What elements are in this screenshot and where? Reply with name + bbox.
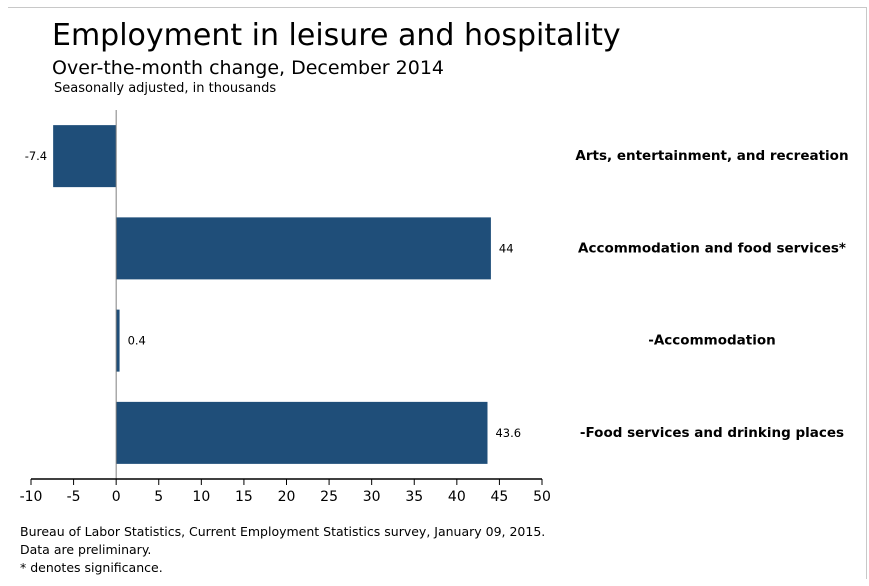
bar [116, 309, 120, 372]
chart-footer: Bureau of Labor Statistics, Current Empl… [20, 523, 545, 577]
x-tick-label: 45 [491, 489, 509, 505]
footer-significance: * denotes significance. [20, 560, 163, 575]
data-label: -7.4 [25, 149, 47, 163]
category-label: Accommodation and food services* [578, 240, 846, 256]
bar [53, 125, 117, 188]
category-label: -Accommodation [648, 333, 775, 349]
x-tick-label: 40 [448, 489, 466, 505]
x-tick-label: 15 [235, 489, 253, 505]
x-tick-label: 5 [154, 489, 163, 505]
frame-border-top [8, 7, 867, 8]
x-tick-label: 10 [192, 489, 210, 505]
footer-preliminary: Data are preliminary. [20, 542, 152, 557]
chart-units-note: Seasonally adjusted, in thousands [54, 81, 277, 96]
x-tick-label: 50 [533, 489, 551, 505]
x-tick-label: -5 [67, 489, 81, 505]
chart-subtitle: Over-the-month change, December 2014 [52, 57, 445, 79]
data-label: 0.4 [128, 334, 146, 348]
category-label: Arts, entertainment, and recreation [575, 148, 848, 164]
chart-title: Employment in leisure and hospitality [52, 18, 621, 53]
data-label: 44 [499, 241, 514, 255]
footer-source: Bureau of Labor Statistics, Current Empl… [20, 524, 546, 539]
x-tick-label: 20 [278, 489, 296, 505]
frame-border-right [866, 7, 867, 579]
bar [116, 217, 491, 280]
x-tick-label: 30 [363, 489, 381, 505]
x-tick-label: -10 [20, 489, 43, 505]
x-tick-label: 25 [320, 489, 338, 505]
data-label: 43.6 [495, 426, 521, 440]
category-label: -Food services and drinking places [580, 425, 844, 441]
x-tick-label: 0 [112, 489, 121, 505]
x-tick-label: 35 [405, 489, 423, 505]
bar [116, 401, 488, 464]
